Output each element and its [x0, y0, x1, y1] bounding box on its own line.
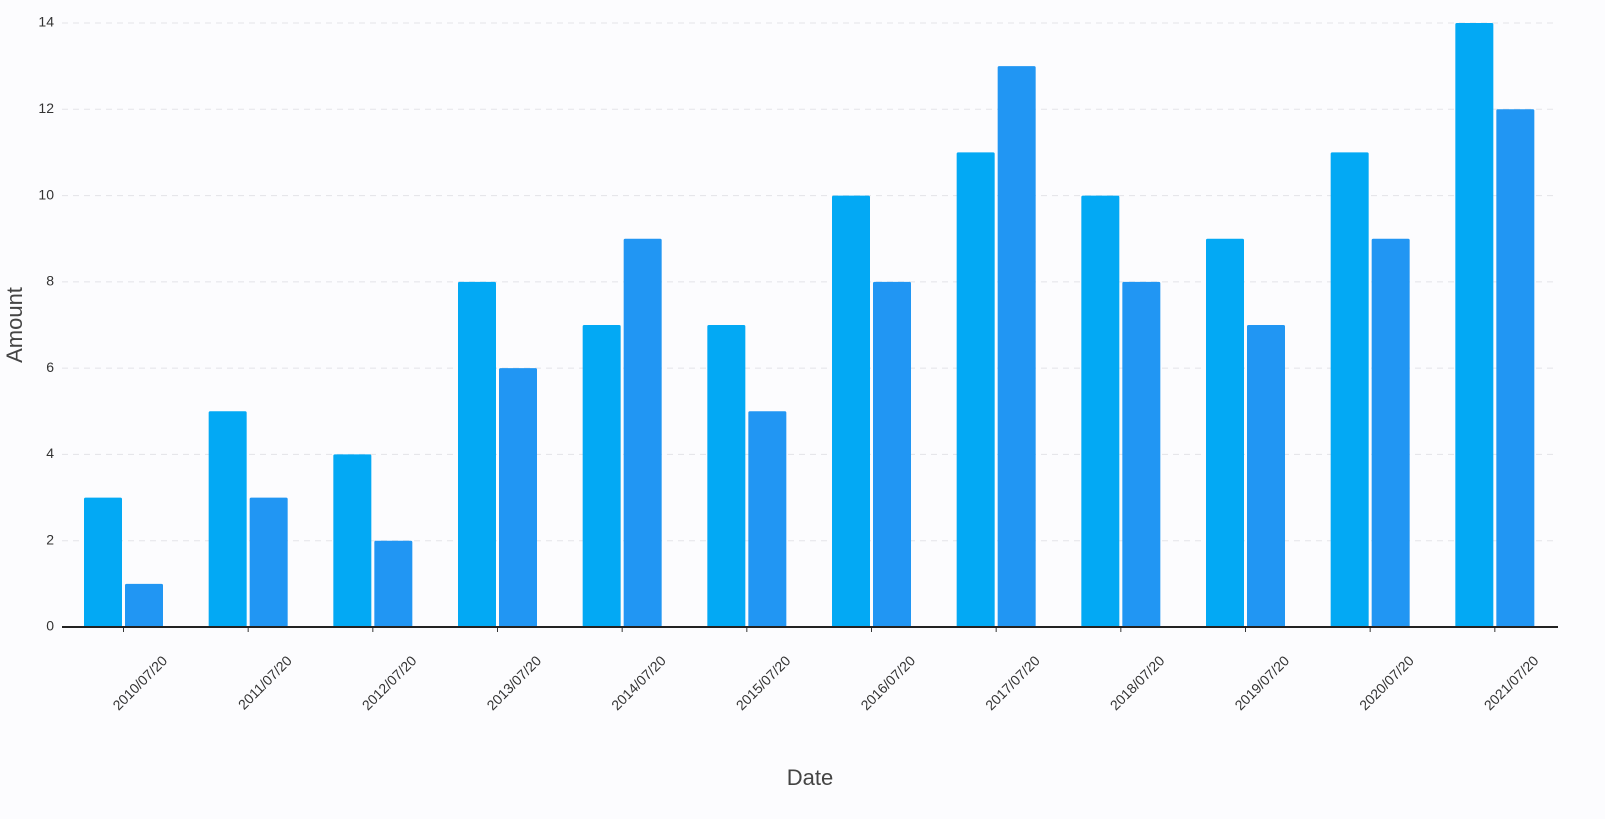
- bar: [873, 281, 911, 627]
- x-tick-label: 2014/07/20: [608, 652, 669, 713]
- bar: [1496, 109, 1535, 628]
- x-tick-label: 2015/07/20: [733, 652, 794, 713]
- bar: [748, 411, 787, 627]
- bar: [249, 497, 288, 627]
- bar: [1206, 238, 1244, 627]
- bar: [1371, 238, 1410, 627]
- x-tick-label: 2011/07/20: [235, 652, 295, 712]
- bar: [956, 152, 995, 627]
- y-tick-label: 14: [38, 14, 54, 30]
- x-tick-label: 2016/07/20: [857, 652, 918, 713]
- y-tick-label: 6: [46, 359, 54, 375]
- y-tick-label: 12: [38, 100, 54, 116]
- y-tick-label: 2: [46, 531, 54, 547]
- bar: [1455, 23, 1494, 627]
- bar: [623, 238, 662, 627]
- bar: [374, 540, 413, 627]
- y-tick-label: 10: [38, 186, 54, 202]
- y-tick-label: 0: [46, 618, 54, 634]
- bar: [997, 66, 1036, 627]
- x-tick-label: 2013/07/20: [483, 652, 544, 713]
- bar: [582, 325, 621, 627]
- bar: [1081, 195, 1120, 628]
- bar: [499, 368, 537, 627]
- bar: [707, 325, 746, 627]
- bar: [1122, 281, 1161, 627]
- bar: [208, 411, 247, 627]
- y-tick-label: 4: [46, 445, 54, 461]
- x-tick-label: 2020/07/20: [1356, 652, 1417, 713]
- bar: [84, 497, 122, 627]
- x-tick-label: 2018/07/20: [1107, 652, 1168, 713]
- bar: [333, 454, 372, 627]
- x-axis-title: Date: [787, 765, 833, 790]
- x-tick-label: 2010/07/20: [109, 652, 170, 713]
- bar: [1330, 152, 1369, 627]
- x-tick-label: 2017/07/20: [982, 652, 1043, 713]
- bar: [458, 281, 496, 627]
- bar: [125, 583, 163, 627]
- y-axis-title: Amount: [2, 287, 27, 363]
- y-tick-label: 8: [46, 273, 54, 289]
- x-tick-label: 2021/07/20: [1481, 652, 1542, 713]
- bar: [832, 195, 870, 628]
- x-tick-label: 2019/07/20: [1231, 652, 1292, 713]
- bar: [1247, 325, 1285, 627]
- x-tick-label: 2012/07/20: [359, 652, 420, 713]
